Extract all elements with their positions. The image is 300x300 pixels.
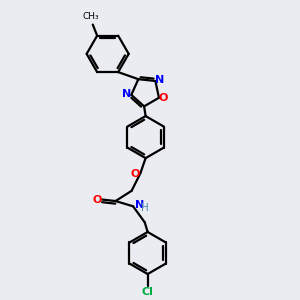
Text: O: O — [159, 93, 168, 103]
Text: H: H — [142, 203, 149, 213]
Text: N: N — [155, 75, 165, 85]
Text: O: O — [93, 195, 102, 205]
Text: N: N — [122, 89, 132, 99]
Text: CH₃: CH₃ — [83, 12, 100, 21]
Text: N: N — [135, 200, 144, 210]
Text: O: O — [131, 169, 140, 179]
Text: Cl: Cl — [142, 286, 154, 297]
